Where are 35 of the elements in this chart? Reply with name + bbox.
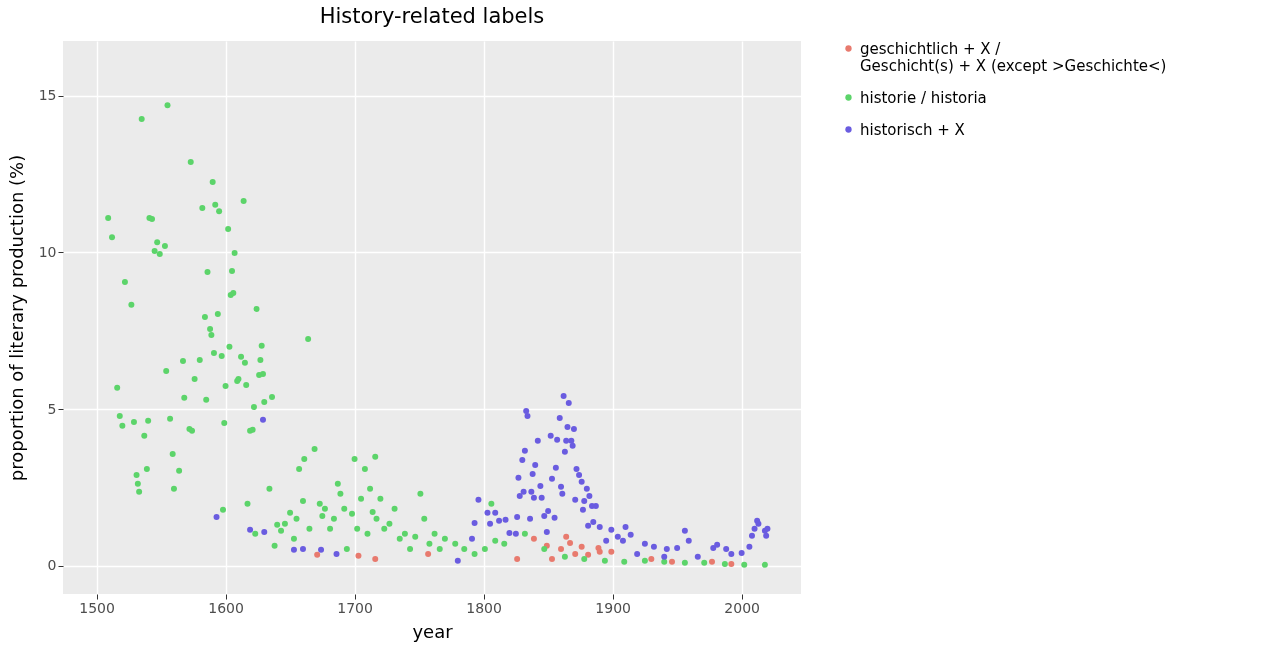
point — [728, 560, 735, 567]
x-tick-label: 1500 — [79, 599, 115, 616]
point — [355, 552, 362, 559]
point — [425, 550, 432, 557]
point — [563, 533, 570, 540]
point — [578, 543, 585, 550]
x-axis-title: year — [412, 620, 454, 642]
point — [548, 555, 555, 562]
point — [372, 555, 379, 562]
chart-title: History-related labels — [319, 4, 545, 28]
point — [668, 558, 675, 565]
point — [585, 551, 592, 558]
x-tick-label: 1700 — [337, 599, 373, 616]
x-tick-label: 1800 — [466, 599, 502, 616]
legend-label: historisch + X — [860, 120, 965, 139]
point — [558, 545, 565, 552]
point — [596, 548, 603, 555]
point — [648, 555, 655, 562]
y-tick-label: 15 — [38, 87, 57, 104]
x-tick-label: 1600 — [208, 599, 244, 616]
y-tick-label: 10 — [38, 243, 57, 260]
point — [314, 551, 321, 558]
point — [572, 550, 579, 557]
y-tick-label: 0 — [47, 557, 57, 574]
legend-label: historie / historia — [860, 88, 987, 107]
x-tick-label: 1900 — [595, 599, 631, 616]
y-tick-label: 5 — [47, 400, 57, 417]
point — [530, 535, 537, 542]
y-axis-title: proportion of literary production (%) — [5, 154, 27, 482]
legend-label: geschichtlich + X / Geschicht(s) + X (except >Geschichte<) — [860, 39, 1167, 75]
point — [608, 548, 615, 555]
point — [514, 555, 521, 562]
x-tick-label: 2000 — [724, 599, 760, 616]
point — [708, 558, 715, 565]
point — [567, 539, 574, 546]
